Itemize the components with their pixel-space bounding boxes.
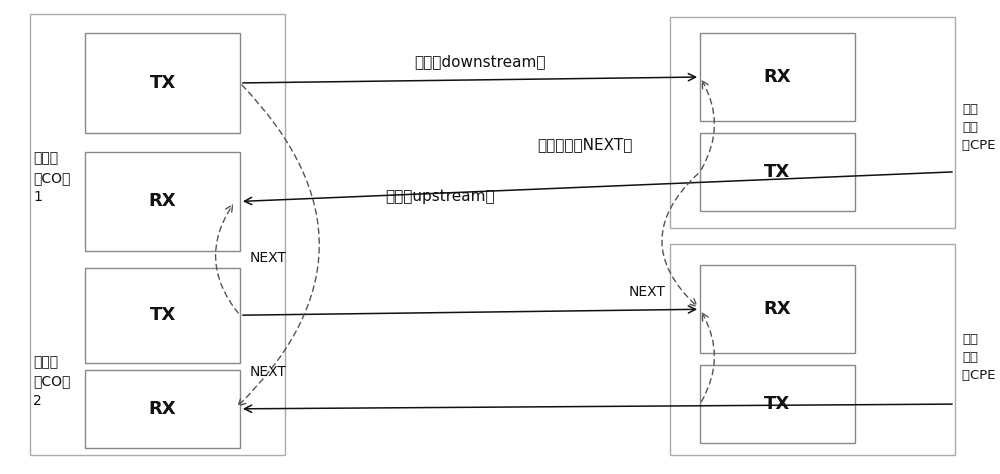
Text: 上行（upstream）: 上行（upstream）	[385, 189, 495, 204]
Text: NEXT: NEXT	[250, 365, 287, 379]
Text: TX: TX	[764, 395, 791, 413]
Text: RX: RX	[149, 400, 176, 418]
Text: 下行（downstream）: 下行（downstream）	[414, 54, 546, 69]
Text: RX: RX	[149, 192, 176, 210]
Text: 用户
前端
（CPE 1）: 用户 前端 （CPE 1）	[962, 103, 1000, 153]
Bar	[85, 370, 240, 448]
Bar	[700, 33, 855, 121]
Text: NEXT: NEXT	[628, 284, 665, 299]
Text: 中心局
（CO）
1: 中心局 （CO） 1	[33, 151, 70, 204]
Bar	[85, 152, 240, 251]
Bar	[700, 265, 855, 353]
Text: 中心局
（CO）
2: 中心局 （CO） 2	[33, 355, 70, 408]
Bar	[700, 133, 855, 211]
Text: 近端串扰（NEXT）: 近端串扰（NEXT）	[537, 137, 633, 152]
Bar	[670, 244, 955, 455]
Text: 用户
前端
（CPE 2）: 用户 前端 （CPE 2）	[962, 333, 1000, 383]
Text: TX: TX	[764, 163, 791, 181]
Text: RX: RX	[764, 301, 791, 318]
Bar	[30, 14, 285, 455]
Text: NEXT: NEXT	[250, 251, 287, 265]
Bar	[700, 365, 855, 443]
Bar	[85, 268, 240, 363]
Bar	[85, 33, 240, 133]
Text: TX: TX	[149, 74, 176, 92]
Text: RX: RX	[764, 68, 791, 86]
Bar	[670, 17, 955, 228]
Text: TX: TX	[149, 306, 176, 324]
